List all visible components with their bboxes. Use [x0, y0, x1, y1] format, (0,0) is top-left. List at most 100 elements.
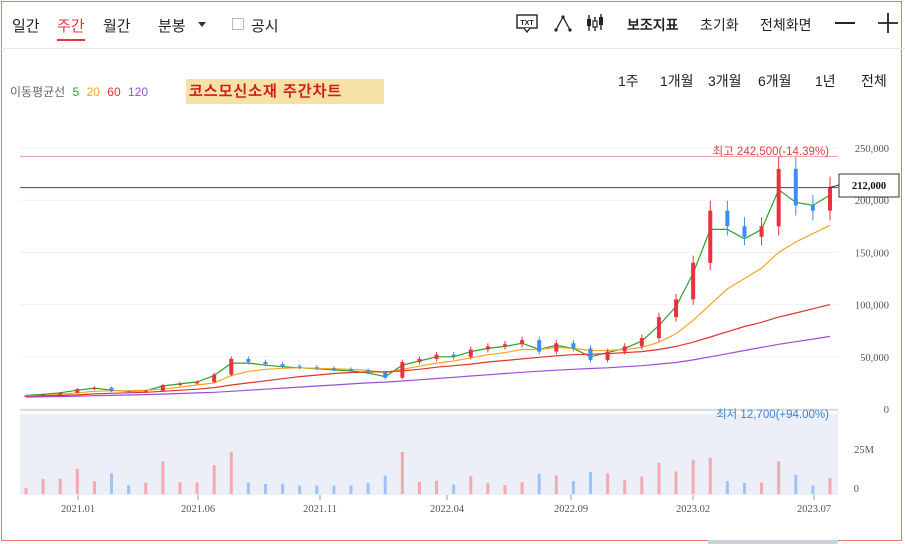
x-tick-label: 2023.07 — [797, 504, 831, 515]
annotations: 최고 242,500(-14.39%) 최저 12,700(+94.00%) 212… — [713, 145, 900, 421]
candle — [674, 299, 679, 318]
volume-bar — [92, 481, 96, 494]
volume-bar — [554, 475, 558, 494]
candle — [263, 362, 268, 365]
candle — [725, 210, 730, 227]
fullscreen-button[interactable]: 전체화면 — [760, 17, 812, 33]
candle — [212, 374, 217, 382]
volume-bar — [469, 475, 473, 494]
candle — [502, 344, 507, 347]
y-tick-label: 250,000 — [855, 144, 889, 155]
volume-bar — [777, 461, 781, 494]
period-3m-button[interactable]: 3개월 — [708, 73, 742, 89]
candle — [41, 394, 46, 396]
candle — [588, 348, 593, 360]
chart-title: 코스모신소재 주간차트 — [186, 79, 384, 104]
candle — [280, 364, 285, 367]
x-axis-labels: 2021.01 2021.06 2021.11 2022.04 2022.09 2023.… — [61, 495, 831, 515]
notice-label[interactable]: 공시 — [251, 18, 279, 35]
tab-daily[interactable]: 일간 — [12, 18, 40, 35]
volume-bars — [24, 452, 832, 494]
candle — [229, 358, 234, 375]
ma-line-60 — [25, 304, 831, 398]
current-price-connector — [828, 184, 840, 189]
candle — [554, 343, 559, 352]
volume-bar — [161, 461, 165, 494]
candle — [366, 370, 371, 373]
volume-bar — [623, 480, 627, 494]
volume-bar — [58, 478, 62, 494]
x-tick-label: 2021.11 — [303, 504, 337, 515]
volume-bar — [24, 487, 28, 494]
candle — [656, 317, 661, 339]
volume-bar — [417, 482, 421, 494]
candle — [691, 262, 696, 300]
period-6m-button[interactable]: 6개월 — [758, 73, 792, 89]
period-1w-button[interactable]: 1주 — [618, 73, 639, 89]
candle — [776, 168, 781, 227]
period-all-button[interactable]: 전체 — [861, 73, 887, 89]
tab-monthly[interactable]: 월간 — [103, 18, 131, 35]
y-tick-label: 50,000 — [860, 353, 889, 364]
candle — [109, 387, 114, 392]
candle — [708, 210, 713, 263]
tab-weekly[interactable]: 주간 — [57, 15, 85, 41]
volume-bar — [742, 482, 746, 494]
ma-legend-5: 5 — [72, 85, 80, 99]
x-tick-label: 2023.02 — [676, 504, 710, 515]
candle — [92, 387, 97, 390]
horizontal-scrollbar[interactable] — [708, 540, 838, 544]
candle — [810, 205, 815, 211]
aux-indicator-button[interactable]: 보조지표 — [627, 17, 679, 33]
volume-bar — [366, 483, 370, 494]
ma-legend-label: 이동평균선 — [10, 85, 66, 99]
reference-lines — [20, 155, 838, 189]
volume-bar — [75, 468, 79, 494]
volume-bar — [589, 471, 593, 494]
volume-bar — [691, 459, 695, 494]
candle — [297, 366, 302, 368]
minus-icon[interactable] — [834, 12, 856, 34]
volume-bar — [263, 483, 267, 494]
drawing-tool-icon[interactable] — [552, 12, 574, 34]
candle — [349, 369, 354, 371]
svg-text:TXT: TXT — [520, 20, 534, 27]
volume-bar — [435, 480, 439, 494]
current-price-label: 212,000 — [852, 181, 886, 192]
txt-icon[interactable]: TXT — [516, 12, 538, 34]
candles — [24, 156, 832, 398]
candle — [143, 390, 148, 392]
plus-icon[interactable] — [877, 12, 899, 34]
candle — [195, 381, 200, 384]
candle — [759, 226, 764, 237]
candle — [828, 187, 832, 211]
volume-bar — [315, 485, 319, 494]
period-1m-button[interactable]: 1개월 — [660, 73, 694, 89]
period-1y-button[interactable]: 1년 — [815, 73, 836, 89]
volume-bar — [571, 481, 575, 494]
candle-settings-icon[interactable] — [584, 12, 606, 34]
volume-bar — [537, 473, 541, 494]
candle — [605, 351, 610, 360]
y-axis-labels: 250,000 200,000 150,000 100,000 50,000 0 25M 0 — [854, 144, 889, 495]
chevron-down-icon[interactable] — [198, 22, 206, 27]
volume-bar — [383, 475, 387, 494]
y-tick-label: 0 — [884, 405, 889, 416]
volume-bar — [298, 485, 302, 494]
candle — [622, 346, 627, 352]
notice-checkbox[interactable] — [232, 18, 244, 30]
tab-minute[interactable]: 분봉 — [158, 18, 186, 35]
candle — [468, 349, 473, 357]
volume-bar — [281, 483, 285, 494]
volume-bar — [503, 484, 507, 494]
reset-button[interactable]: 초기화 — [700, 17, 739, 33]
candle — [160, 384, 165, 391]
volume-bar — [178, 482, 182, 494]
candle — [75, 389, 80, 393]
volume-bar — [229, 452, 233, 494]
ma-legend-60: 60 — [107, 85, 121, 99]
volume-tick-label: 25M — [854, 445, 875, 456]
y-tick-label: 100,000 — [855, 301, 889, 312]
volume-bar — [486, 483, 490, 494]
